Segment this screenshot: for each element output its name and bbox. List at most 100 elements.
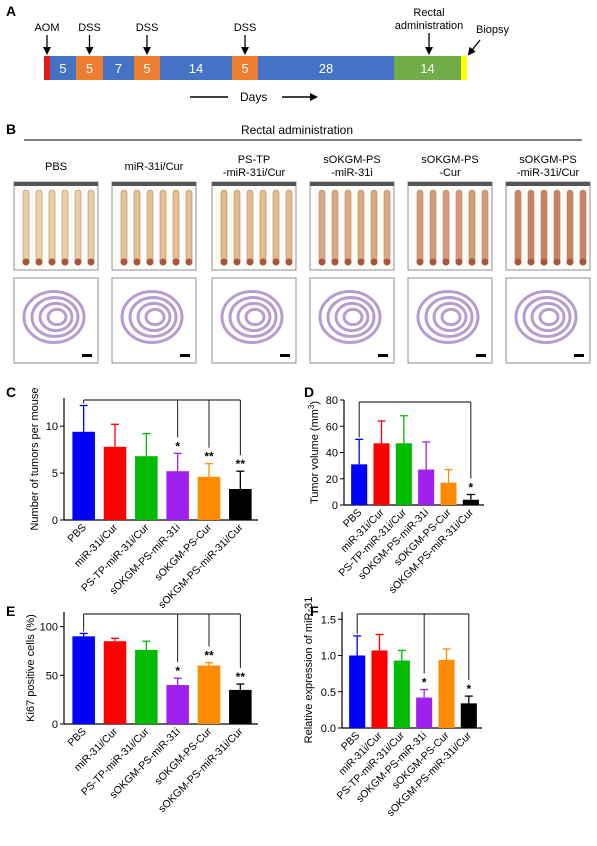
he-section-image — [111, 277, 197, 364]
bar — [197, 665, 221, 724]
timeline-marker: DSS — [78, 22, 101, 55]
he-ring — [38, 301, 74, 333]
colon-specimen — [120, 189, 128, 265]
scale-bar — [476, 354, 486, 357]
colon-photo — [309, 181, 395, 271]
colon-specimen — [246, 189, 254, 265]
he-ring — [30, 295, 80, 339]
colon-specimen — [233, 189, 241, 265]
colon-specimen — [35, 189, 43, 265]
scale-bar — [280, 354, 290, 357]
bar — [166, 685, 189, 724]
y-tick-label: 0.5 — [321, 687, 336, 699]
he-section-image — [309, 277, 395, 364]
colon-specimen — [357, 189, 365, 265]
timeline-segment — [461, 56, 467, 80]
timeline-segment: 28 — [258, 56, 394, 80]
colon-photo — [505, 181, 591, 271]
timeline-segment: 14 — [160, 56, 232, 80]
he-ring — [144, 307, 166, 327]
colon-specimen — [87, 189, 95, 265]
timeline-segment-fill — [44, 56, 50, 80]
he-ring — [432, 301, 468, 333]
colon-specimen — [553, 189, 561, 265]
significance-mark: ** — [236, 457, 246, 471]
colon-tip — [566, 258, 574, 266]
timeline-marker: DSS — [136, 22, 158, 55]
he-ring — [228, 295, 278, 339]
colon-tip — [514, 258, 522, 266]
colon-specimen — [285, 189, 293, 265]
colon-tip — [357, 258, 365, 266]
he-ring — [220, 290, 284, 344]
timeline-segment-days: 5 — [143, 61, 150, 76]
group-column: sOKGM-PS-miR-31i/Cur — [505, 154, 591, 364]
group-label: sOKGM-PS — [421, 154, 478, 166]
timeline-marker: AOM — [34, 22, 60, 55]
colon-tip — [383, 258, 391, 266]
he-ring — [514, 290, 578, 344]
panel-b-images: B Rectal administration PBS miR-31i/Cur PS… — [6, 121, 591, 364]
colon-tip — [185, 258, 193, 266]
he-section-image — [505, 277, 591, 364]
timeline-segment: 14 — [394, 56, 461, 80]
timeline-segment — [44, 56, 50, 80]
y-axis-label: Number of tumors per mouse — [29, 387, 41, 530]
colon-specimen — [146, 189, 154, 265]
colon-tip — [48, 258, 56, 266]
timeline-segment-fill — [134, 56, 160, 80]
colon-tip — [61, 258, 69, 266]
y-tick-label: 100 — [40, 622, 58, 634]
bar — [72, 636, 95, 724]
timeline-segment-fill — [160, 56, 232, 80]
y-tick-label: 80 — [326, 395, 338, 407]
he-ring — [236, 301, 272, 333]
days-axis: Days — [190, 90, 318, 104]
colon-tip — [370, 258, 378, 266]
colon-tip — [159, 258, 167, 266]
colon-tip — [344, 258, 352, 266]
colon-tip — [133, 258, 141, 266]
colon-specimen — [455, 189, 463, 265]
colon-tip — [527, 258, 535, 266]
colon-tip — [87, 258, 95, 266]
he-ring — [440, 307, 462, 327]
timeline-segment-fill — [232, 56, 258, 80]
colon-specimen — [172, 189, 180, 265]
colon-specimen — [318, 189, 326, 265]
colon-specimen — [185, 189, 193, 265]
y-axis-label: Ki67 positive cells (%) — [25, 614, 37, 722]
timeline-segment-days: 7 — [115, 61, 122, 76]
marker-label: Rectal — [413, 7, 444, 19]
colon-tip — [468, 258, 476, 266]
timeline-segment-fill — [76, 56, 103, 80]
colon-tip — [553, 258, 561, 266]
colon-tip — [481, 258, 489, 266]
timeline-segment: 5 — [76, 56, 103, 80]
he-ring — [46, 307, 68, 327]
marker-label: DSS — [234, 22, 257, 34]
x-tick-label: PBS — [65, 726, 88, 749]
y-tick-label: 50 — [46, 670, 58, 682]
scale-bar — [378, 354, 388, 357]
colon-specimen — [540, 189, 548, 265]
significance-mark: * — [422, 676, 427, 690]
colon-tip — [272, 258, 280, 266]
colon-specimen — [220, 189, 228, 265]
colon-specimen — [272, 189, 280, 265]
colon-tip — [455, 258, 463, 266]
panel-c-letter: C — [6, 384, 16, 400]
colon-specimen — [48, 189, 56, 265]
y-tick-label: 1.5 — [321, 614, 336, 626]
he-ring — [342, 307, 364, 327]
significance-mark: * — [175, 439, 180, 453]
timeline-segment-days: 14 — [189, 61, 203, 76]
chart-f: 0.0 0.5 1.0 1.5 Relative expression of miR-3… — [303, 597, 482, 819]
bar — [416, 697, 433, 728]
colon-specimen — [468, 189, 476, 265]
he-ring — [530, 301, 566, 333]
group-label: miR-31i/Cur — [125, 161, 184, 173]
